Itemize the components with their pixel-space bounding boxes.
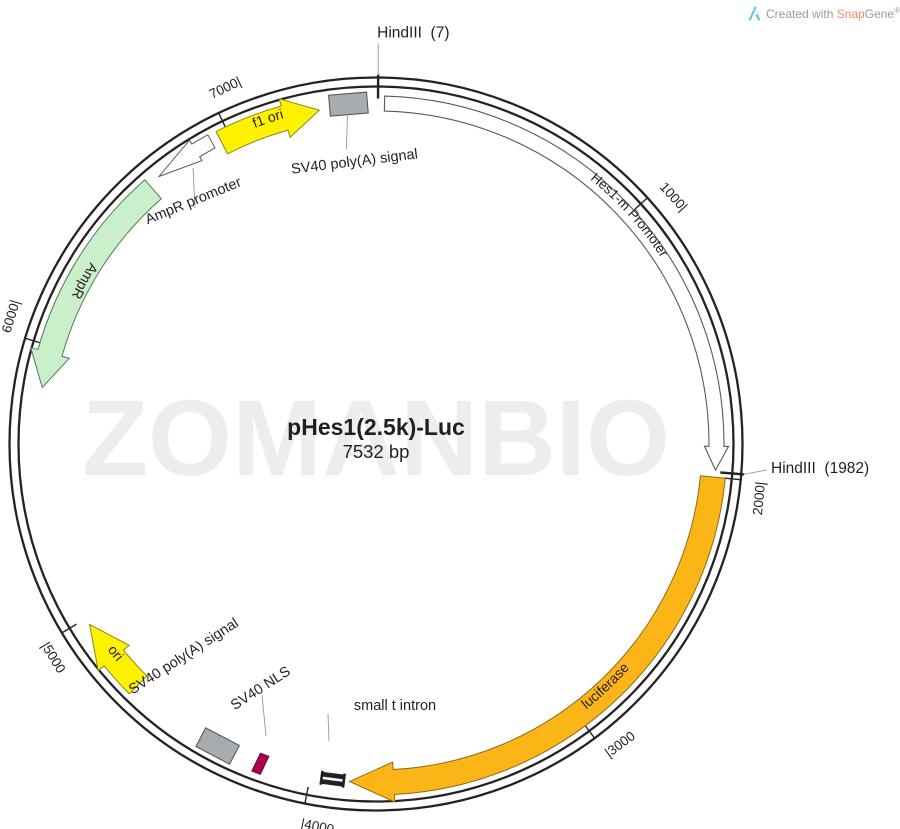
svg-text:7532 bp: 7532 bp bbox=[343, 441, 410, 462]
svg-text:Created with SnapGene®: Created with SnapGene® bbox=[766, 6, 900, 21]
svg-text:pHes1(2.5k)-Luc: pHes1(2.5k)-Luc bbox=[287, 414, 465, 440]
svg-text:SV40 NLS: SV40 NLS bbox=[228, 663, 294, 713]
svg-text:2000|: 2000| bbox=[750, 481, 768, 516]
svg-text:1000|: 1000| bbox=[657, 179, 691, 214]
svg-text:|4000: |4000 bbox=[300, 816, 336, 829]
svg-text:6000|: 6000| bbox=[0, 298, 23, 334]
svg-text:small t intron: small t intron bbox=[354, 698, 436, 714]
svg-text:HindIII (7): HindIII (7) bbox=[377, 25, 449, 42]
svg-text:SV40 poly(A) signal: SV40 poly(A) signal bbox=[290, 146, 418, 177]
svg-text:Hes1-m Promoter: Hes1-m Promoter bbox=[588, 170, 671, 260]
svg-text:|5000: |5000 bbox=[38, 639, 68, 675]
svg-text:HindIII (1982): HindIII (1982) bbox=[771, 460, 869, 477]
svg-text:|3000: |3000 bbox=[602, 728, 638, 760]
svg-text:7000|: 7000| bbox=[207, 74, 244, 102]
svg-text:SV40 poly(A) signal: SV40 poly(A) signal bbox=[126, 615, 242, 698]
